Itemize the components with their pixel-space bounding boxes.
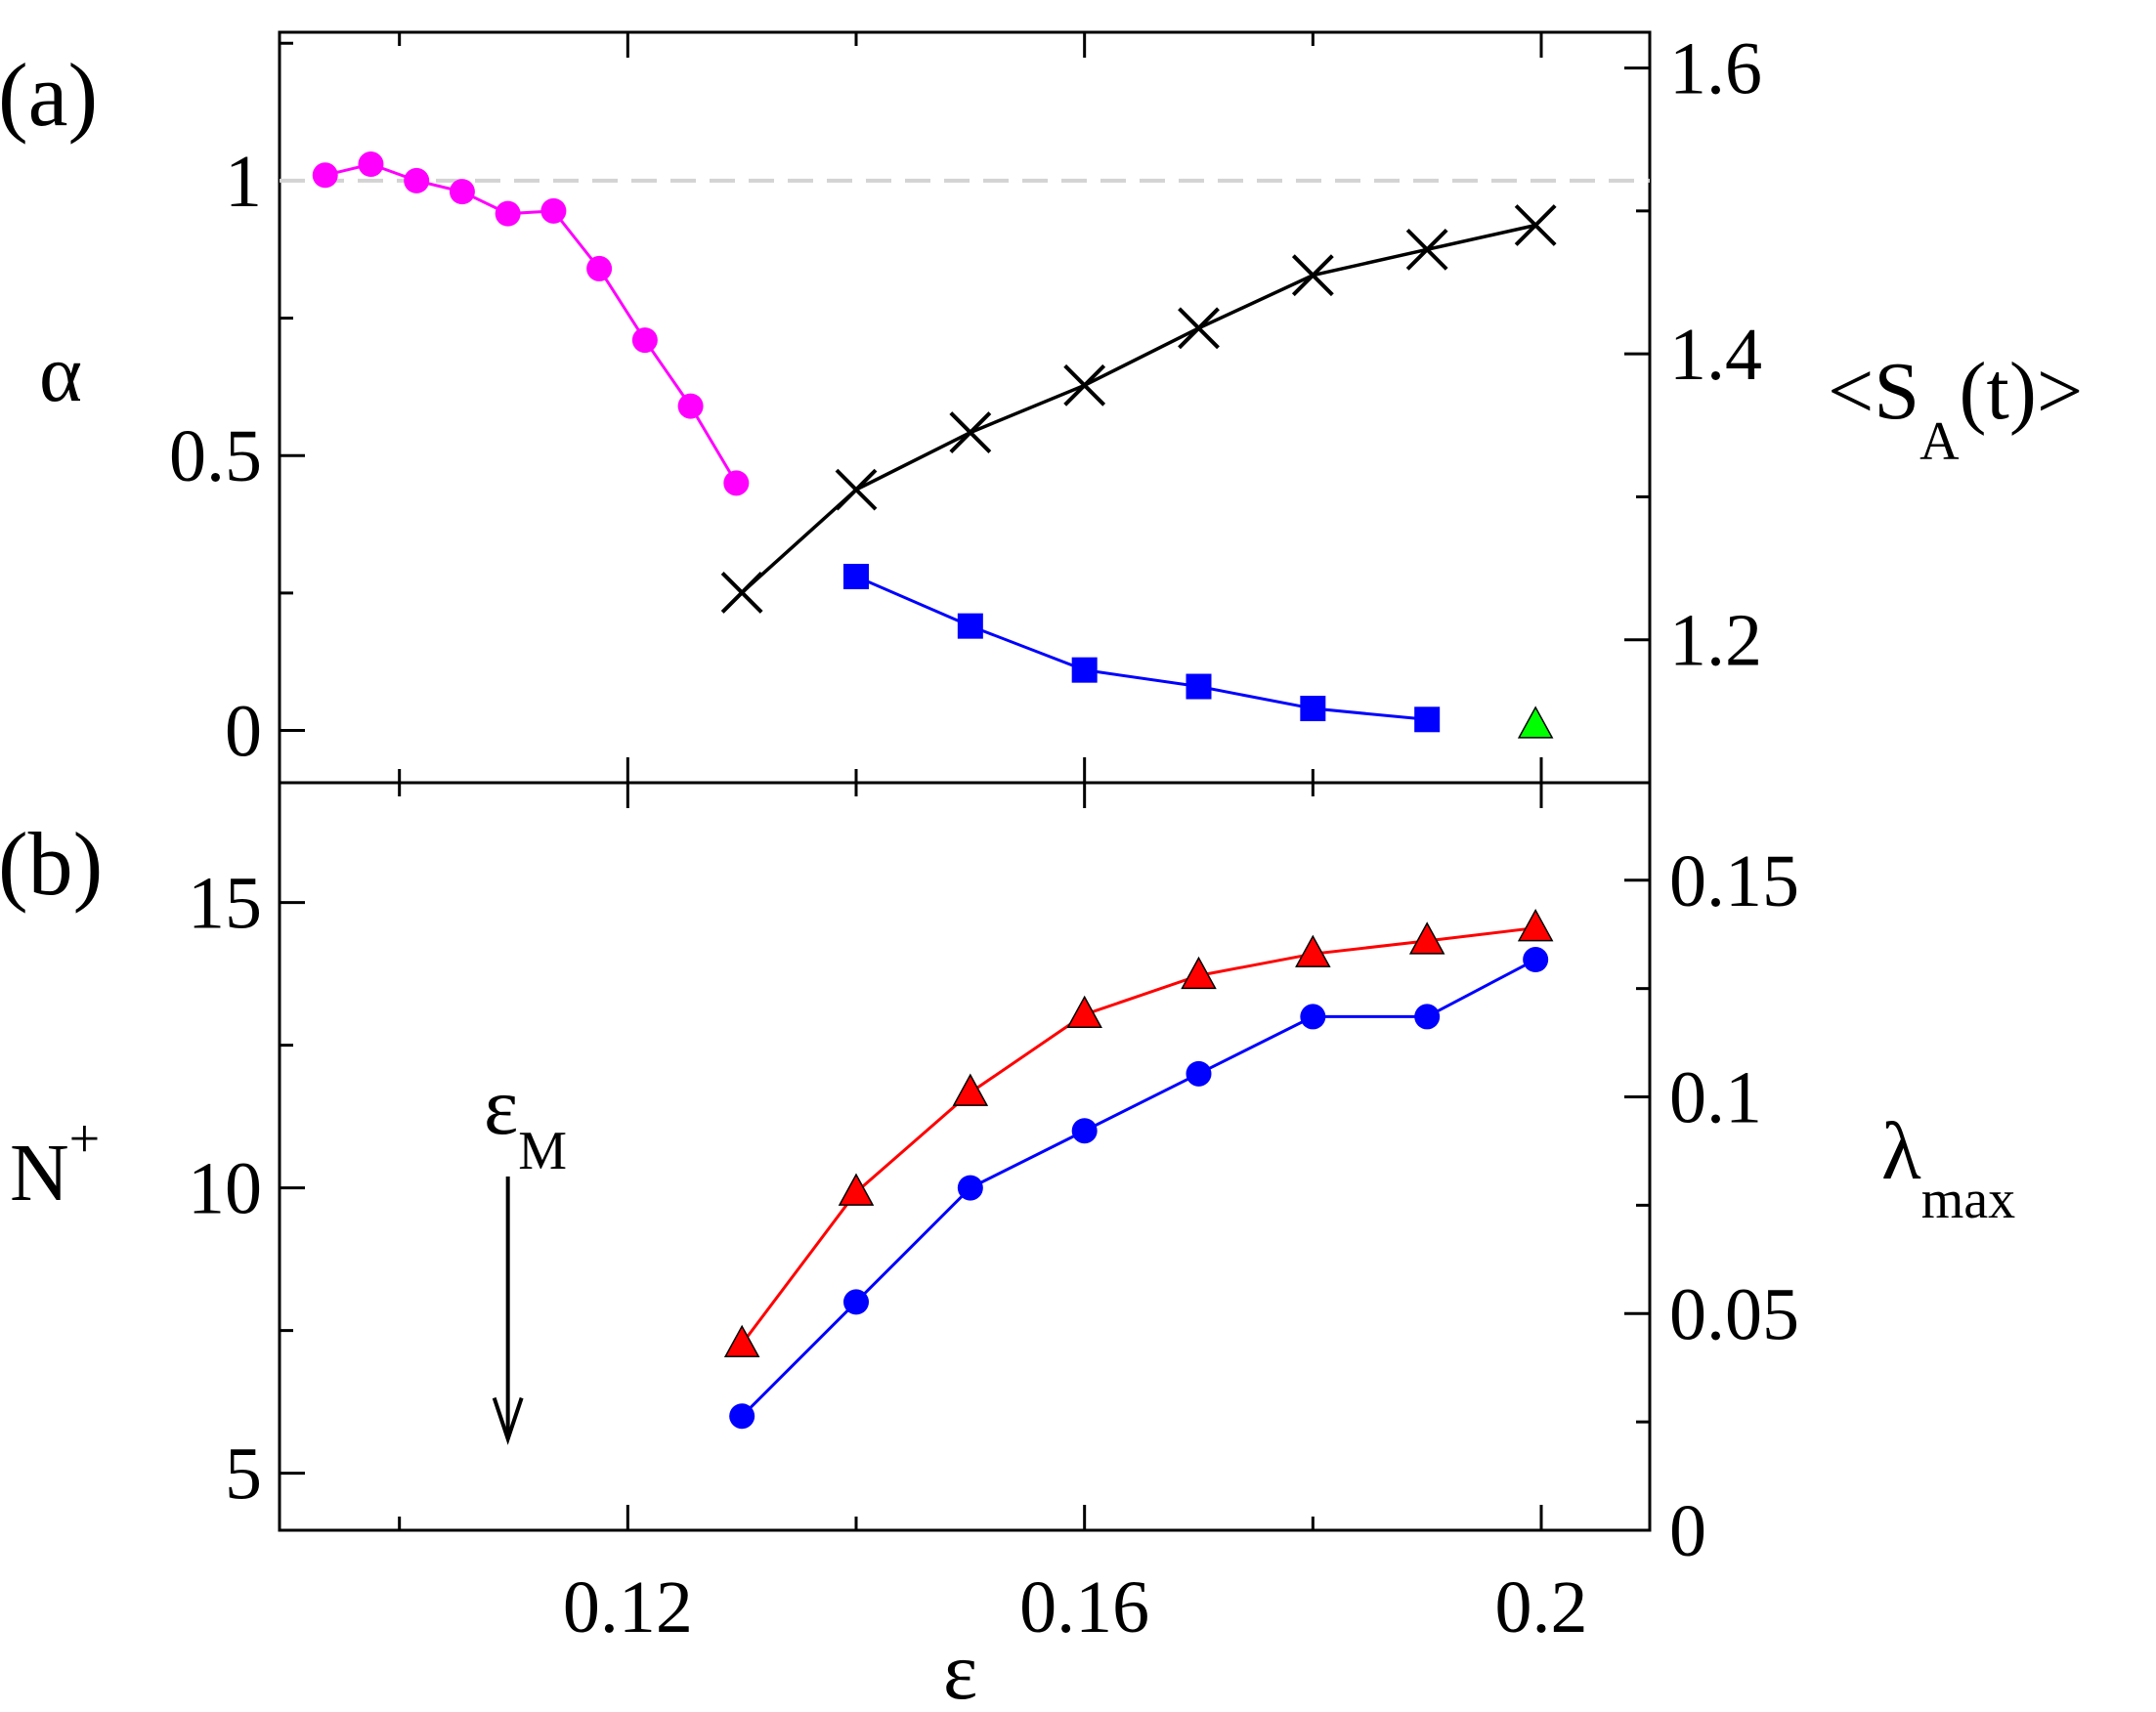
alpha-magenta-point <box>586 255 613 281</box>
alpha-blue-point <box>957 613 983 639</box>
entanglement-black-point <box>1405 228 1448 271</box>
lambda-label-sub: max <box>1921 1170 2015 1230</box>
entanglement-black-point <box>1063 364 1106 407</box>
x-tick-label: 0.12 <box>563 1566 693 1648</box>
panel-b-left-axis-label: N+ <box>10 1109 100 1219</box>
entanglement-black-point <box>949 411 992 454</box>
lambda-red-point <box>723 1324 760 1358</box>
alpha-magenta-point <box>495 200 521 227</box>
panel-b-right-tick-label: 0.05 <box>1669 1273 1799 1355</box>
right-axis-label-main: <S <box>1828 346 1919 437</box>
entanglement-black-point <box>720 572 763 614</box>
alpha-magenta-point <box>723 470 750 496</box>
nplus-label-sup: + <box>69 1109 101 1170</box>
entanglement-black-line <box>741 223 1536 594</box>
panel-b-right-tick-label: 0.15 <box>1669 840 1799 922</box>
nplus-blue-line <box>741 958 1536 1418</box>
alpha-magenta-point <box>631 327 658 354</box>
alpha-green-point <box>1517 706 1554 739</box>
right-axis-label-sub: A <box>1919 411 1960 472</box>
nplus-blue-point <box>1186 1060 1212 1087</box>
panel-b-left-tick-label: 15 <box>188 863 262 945</box>
epsilon-m-sub: M <box>518 1121 567 1181</box>
panel-b-right-tick-label: 0.1 <box>1669 1057 1762 1139</box>
lambda-red-point <box>838 1173 875 1206</box>
alpha-blue-point <box>1071 657 1098 683</box>
x-axis-label: ε <box>943 1626 977 1712</box>
lambda-red-point <box>1517 909 1554 942</box>
alpha-magenta-point <box>677 393 704 419</box>
lambda-label-main: λ <box>1881 1106 1921 1197</box>
alpha-magenta-point <box>449 179 475 205</box>
axis-ticks: 0 0.5 1 1.2 1.4 1.6 5 10 15 0 0.05 0.1 0.15 0.12 0.16 0… <box>169 28 1799 1648</box>
panel-a-plot <box>280 151 1650 739</box>
entanglement-black-point <box>1178 307 1220 350</box>
alpha-magenta-line <box>324 162 738 485</box>
alpha-blue-point <box>1300 696 1326 722</box>
panel-b-frame <box>278 781 1652 1532</box>
panel-a-left-axis-label: α <box>39 328 82 419</box>
alpha-blue-point <box>843 564 870 590</box>
alpha-magenta-point <box>540 197 567 224</box>
panel-a-label: (a) <box>0 45 98 145</box>
entanglement-black-point <box>835 468 878 511</box>
epsilon-m-label: ε <box>484 1061 518 1152</box>
lambda-red-point <box>1408 921 1445 955</box>
lambda-red-point <box>1066 995 1102 1029</box>
alpha-magenta-point <box>404 167 430 193</box>
panel-a-right-tick-label: 1.2 <box>1669 600 1762 682</box>
lambda-red-line <box>740 926 1536 1346</box>
right-axis-label-tail: (t)> <box>1960 346 2084 437</box>
panel-b-right-tick-label: 0 <box>1669 1490 1706 1572</box>
panel-a-right-tick-label: 1.4 <box>1669 314 1762 396</box>
panel-b-plot <box>723 909 1554 1430</box>
panel-a-right-tick-label: 1.6 <box>1669 28 1762 110</box>
panel-b-left-tick-label: 5 <box>225 1434 262 1516</box>
panel-a-right-axis-label: <SA(t)> <box>1828 346 2083 472</box>
panel-a-left-tick-label: 1 <box>225 141 262 223</box>
alpha-blue-line <box>855 575 1428 721</box>
x-tick-label: 0.16 <box>1019 1566 1149 1648</box>
x-tick-label: 0.2 <box>1495 1566 1588 1648</box>
nplus-blue-point <box>1300 1004 1326 1030</box>
arrow-head <box>492 1396 524 1445</box>
nplus-blue-point <box>1523 947 1549 973</box>
entanglement-black-point <box>1291 254 1334 297</box>
nplus-label-main: N <box>10 1128 69 1219</box>
epsilon-m-arrow <box>492 1176 524 1445</box>
alpha-magenta-point <box>358 151 384 178</box>
nplus-blue-point <box>843 1289 870 1315</box>
panel-a-frame <box>278 30 1652 785</box>
lambda-red-point <box>1295 934 1331 967</box>
nplus-blue-point <box>729 1403 755 1430</box>
panel-a-left-tick-label: 0 <box>225 691 262 773</box>
panel-b-right-axis-label: λmax <box>1881 1106 2015 1230</box>
panel-a-left-tick-label: 0.5 <box>169 415 262 497</box>
panel-b-left-tick-label: 10 <box>188 1148 262 1230</box>
nplus-blue-point <box>957 1175 983 1201</box>
epsilon-m-annotation: εM <box>484 1061 567 1181</box>
alpha-blue-point <box>1414 706 1441 733</box>
panel-b-label: (b) <box>0 814 103 914</box>
lambda-red-point <box>1181 956 1217 990</box>
lambda-red-point <box>952 1073 989 1106</box>
nplus-blue-point <box>1071 1118 1098 1144</box>
alpha-magenta-point <box>312 162 338 189</box>
entanglement-black-point <box>1514 204 1557 246</box>
nplus-blue-point <box>1414 1004 1441 1030</box>
alpha-blue-point <box>1186 673 1212 700</box>
